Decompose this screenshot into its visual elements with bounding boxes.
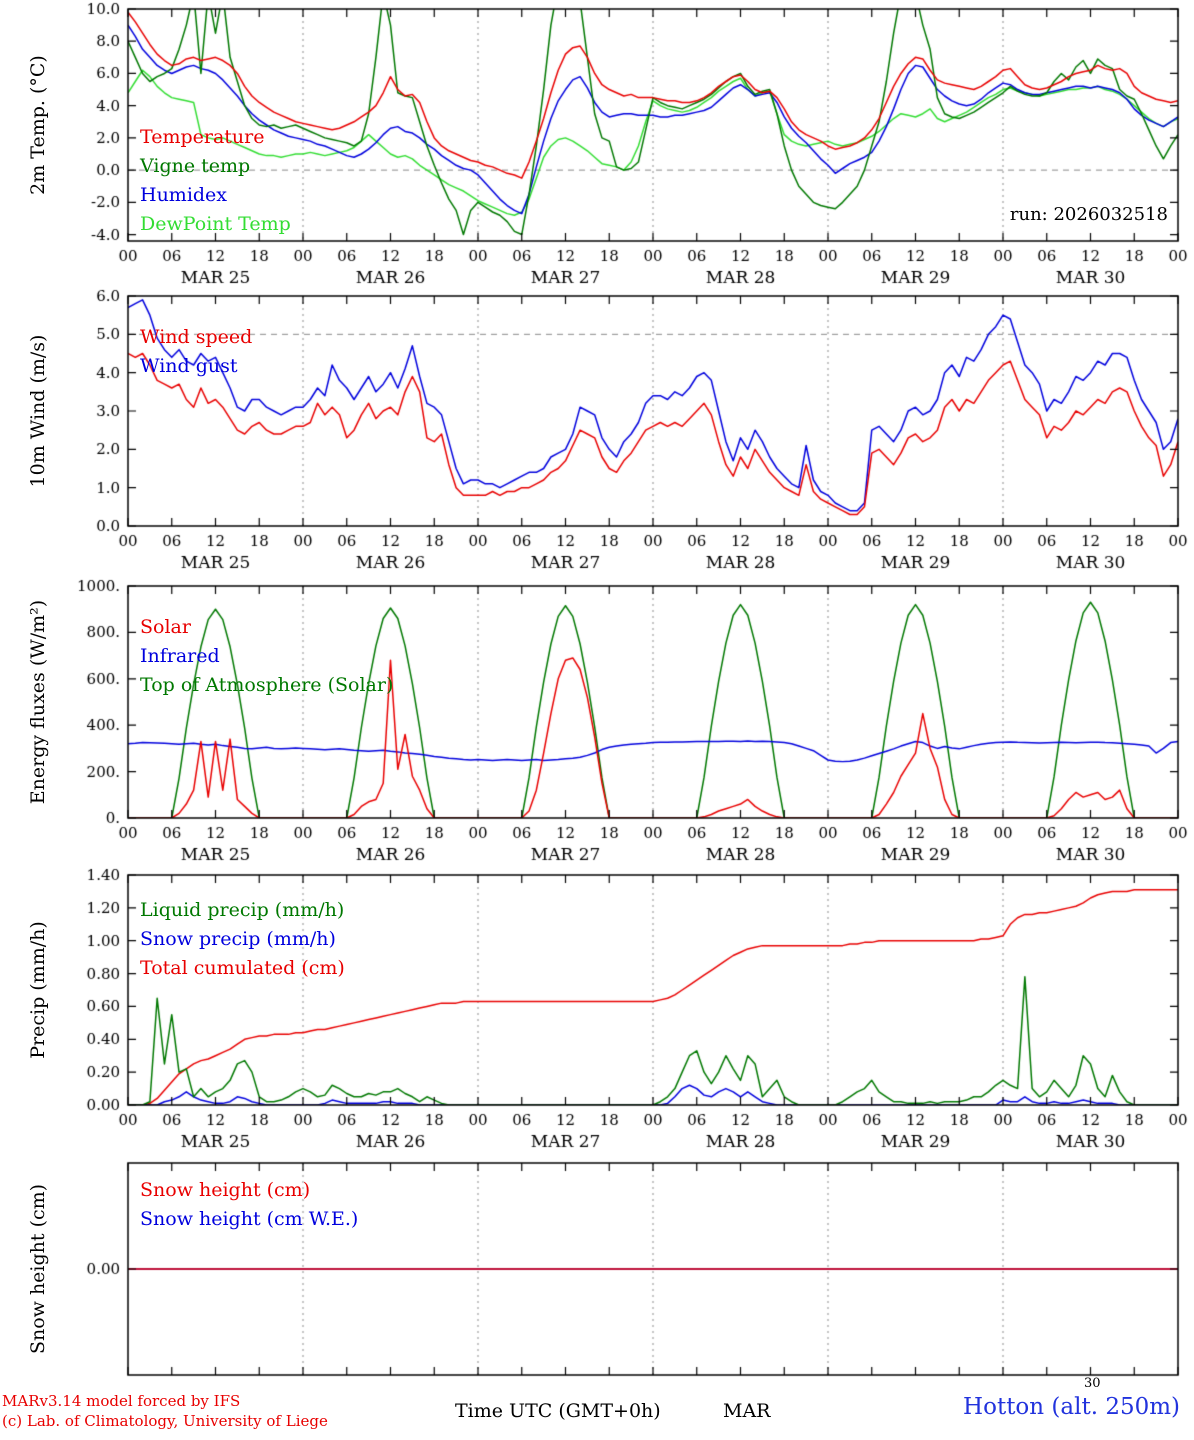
energy-axis-label: Energy fluxes (W/m²) [27, 599, 49, 805]
legend-snow-precip: Snow precip (mm/h) [140, 928, 336, 950]
legend-toa-solar: Top of Atmosphere (Solar) [140, 674, 394, 696]
legend-temperature: Temperature [140, 126, 265, 148]
legend-dewpoint: DewPoint Temp [140, 213, 291, 235]
stray-tick-label: 30 [1084, 1376, 1101, 1391]
legend-humidex: Humidex [140, 184, 228, 206]
run-label: run: 2026032518 [1009, 204, 1168, 225]
legend-solar: Solar [140, 616, 191, 638]
legend-wind-gust: Wind gust [140, 355, 238, 377]
legend-infrared: Infrared [140, 645, 220, 667]
legend-snow-height: Snow height (cm) [140, 1179, 311, 1201]
wind-axis-label: 10m Wind (m/s) [27, 334, 49, 488]
model-credit-line2: (c) Lab. of Climatology, University of L… [2, 1412, 328, 1430]
temperature-axis-label: 2m Temp. (°C) [27, 55, 49, 195]
time-axis-caption: Time UTC (GMT+0h) [455, 1400, 661, 1422]
snow-axis-label: Snow height (cm) [27, 1183, 49, 1355]
legend-snow-height-we: Snow height (cm W.E.) [140, 1208, 359, 1230]
legend-vigne-temp: Vigne temp [140, 155, 251, 177]
wind-chart [0, 283, 1194, 583]
precip-axis-label: Precip (mm/h) [27, 921, 49, 1059]
model-credit-line1: MARv3.14 model forced by IFS [2, 1392, 241, 1410]
month-caption: MAR [723, 1400, 771, 1422]
legend-wind-speed: Wind speed [140, 326, 253, 348]
precip-chart [0, 862, 1194, 1162]
legend-liquid-precip: Liquid precip (mm/h) [140, 899, 345, 921]
snow-height-chart [0, 1150, 1194, 1382]
station-title: Hotton (alt. 250m) [963, 1394, 1180, 1420]
temperature-chart [0, 0, 1194, 296]
energy-flux-chart [0, 573, 1194, 873]
legend-total-cumulated: Total cumulated (cm) [140, 957, 345, 979]
